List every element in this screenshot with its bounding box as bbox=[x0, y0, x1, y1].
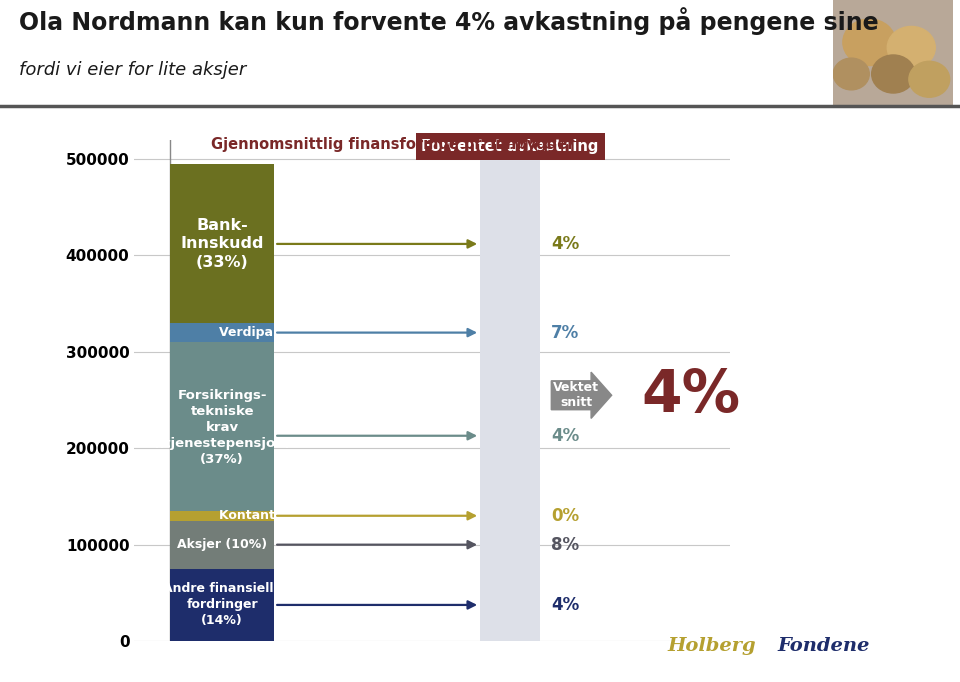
Circle shape bbox=[887, 27, 935, 69]
Bar bbox=[170, 164, 275, 323]
Text: Holberg: Holberg bbox=[667, 637, 756, 655]
Bar bbox=[170, 342, 275, 511]
Text: 4%: 4% bbox=[551, 235, 580, 253]
Text: 0%: 0% bbox=[551, 507, 580, 524]
Circle shape bbox=[872, 55, 915, 93]
Text: Gjennomsnittlig finansformue pr. innbygger: Gjennomsnittlig finansformue pr. innbygg… bbox=[211, 137, 575, 152]
Text: 4%: 4% bbox=[642, 367, 741, 424]
Text: Forventet avkastning: Forventet avkastning bbox=[421, 139, 599, 154]
Text: 7%: 7% bbox=[551, 323, 580, 342]
Text: 4%: 4% bbox=[551, 427, 580, 445]
Text: Kontanter (2%): Kontanter (2%) bbox=[220, 509, 327, 522]
Circle shape bbox=[843, 19, 896, 65]
Circle shape bbox=[833, 58, 870, 90]
Text: fordi vi eier for lite aksjer: fordi vi eier for lite aksjer bbox=[19, 61, 247, 79]
Bar bbox=[480, 159, 540, 641]
Text: Fondene: Fondene bbox=[778, 637, 870, 655]
Text: Ola Nordmann kan kun forvente 4% avkastning på pengene sine: Ola Nordmann kan kun forvente 4% avkastn… bbox=[19, 7, 878, 35]
Bar bbox=[170, 569, 275, 641]
Text: 4%: 4% bbox=[551, 596, 580, 614]
Text: Forsikrings-
tekniske
krav
((tjenestepensjon)
(37%): Forsikrings- tekniske krav ((tjenestepen… bbox=[153, 389, 292, 466]
FancyArrow shape bbox=[551, 372, 612, 418]
Bar bbox=[170, 520, 275, 569]
Text: Aksjer (10%): Aksjer (10%) bbox=[177, 538, 267, 551]
Circle shape bbox=[909, 61, 949, 98]
Text: Andre finansielle
fordringer
(14%): Andre finansielle fordringer (14%) bbox=[162, 582, 281, 627]
Bar bbox=[170, 323, 275, 342]
Text: Vektet
snitt: Vektet snitt bbox=[553, 381, 599, 409]
Text: Bank-
Innskudd
(33%): Bank- Innskudd (33%) bbox=[180, 218, 264, 270]
Text: Verdipapirfond (4%): Verdipapirfond (4%) bbox=[220, 326, 362, 339]
Bar bbox=[170, 511, 275, 520]
Text: 8%: 8% bbox=[551, 535, 580, 554]
